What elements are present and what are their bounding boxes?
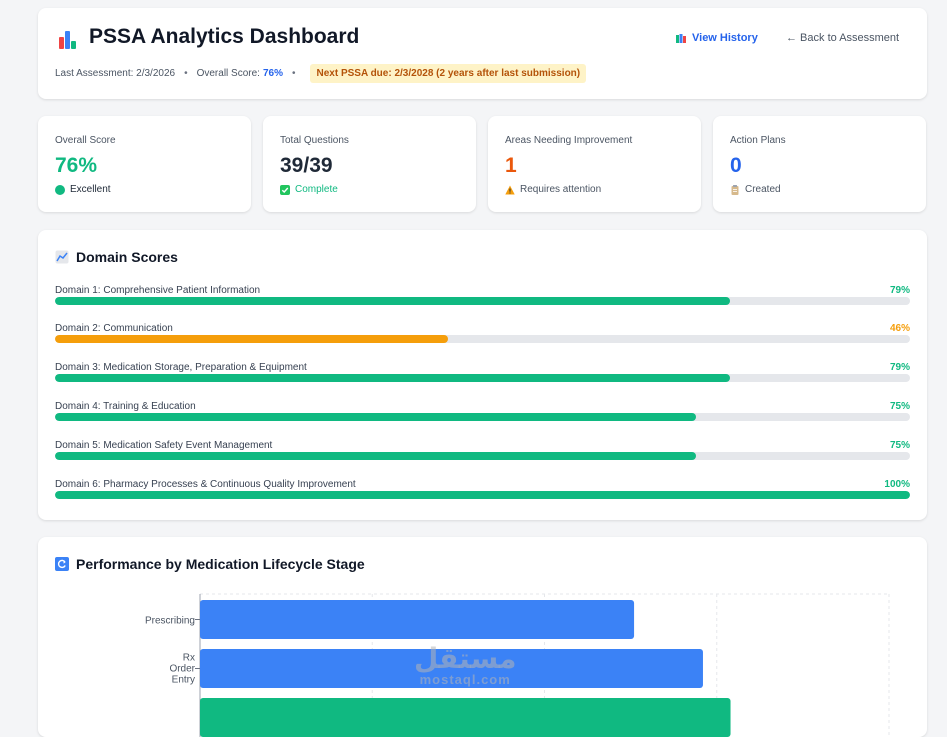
green-circle-icon [55,184,65,195]
domain-score-label: 75% [889,440,910,451]
domain-name: Domain 5: Medication Safety Event Manage… [55,440,273,451]
stat-card-total-questions: Total Questions 39/39 Complete [263,116,476,212]
domain-progress-track [55,297,910,305]
stat-sub: Complete [280,184,338,195]
stat-value: 0 [730,154,742,177]
domain-score-label: 100% [884,479,910,490]
overall-score-value: 76% [262,68,283,79]
domain-progress-track [55,374,910,382]
stat-label: Overall Score [55,135,116,146]
stat-label: Action Plans [730,135,786,146]
warning-icon [505,185,515,195]
stat-card-action-plans: Action Plans 0 Created [713,116,926,212]
y-tick-label: Prescribing [145,616,195,627]
watermark: مستقل mostaql.com [414,643,517,687]
chart-bar [200,600,635,639]
domain-score-label: 79% [889,362,910,373]
stat-sub-text: Excellent [70,184,111,195]
domain-score-label: 75% [889,401,910,412]
stat-sub: Created [730,184,781,195]
domain-progress-fill [55,297,731,305]
stat-sub-text: Requires attention [520,184,602,195]
domain-progress-track [55,491,910,499]
stat-card-areas-needing-improvement: Areas Needing Improvement 1 Requires att… [488,116,701,212]
refresh-icon [55,557,69,571]
stat-value: 39/39 [280,154,333,177]
clipboard-icon [730,184,740,195]
line-chart-icon [55,250,69,264]
stat-value: 76% [55,154,98,177]
dashboard-header: PSSA Analytics Dashboard Last Assessment… [38,8,927,99]
lifecycle-bar-chart: Prescribing Rx Order Entry [145,593,890,737]
domain-name: Domain 6: Pharmacy Processes & Continuou… [55,479,356,490]
view-history-label: View History [692,32,758,44]
lifecycle-performance-panel: Performance by Medication Lifecycle Stag… [38,537,927,737]
stat-value: 1 [505,154,517,177]
check-box-icon [280,184,290,195]
chart-bar [200,649,703,688]
last-assessment: Last Assessment: 2/3/2026 [55,68,176,79]
books-icon [676,33,687,43]
domain-score-label: 46% [889,323,910,334]
y-tick-label: Rx Order Entry [169,653,195,686]
view-history-link[interactable]: View History [676,32,758,44]
stat-label: Areas Needing Improvement [505,135,633,146]
stat-sub-text: Complete [295,184,338,195]
domain-name: Domain 2: Communication [55,323,173,334]
next-due-badge: Next PSSA due: 2/3/2028 (2 years after l… [310,64,587,83]
stat-sub: Excellent [55,184,111,195]
domain-name: Domain 3: Medication Storage, Preparatio… [55,362,307,373]
domain-progress-fill [55,335,449,343]
domain-progress-track [55,413,910,421]
page-title: PSSA Analytics Dashboard [89,25,360,48]
domain-progress-fill [55,491,910,499]
chart-grid [199,593,890,737]
bar-chart-icon [58,29,78,49]
domain-progress-track [55,452,910,460]
domain-progress-fill [55,413,697,421]
stat-sub: Requires attention [505,184,601,195]
domain-name: Domain 4: Training & Education [55,401,196,412]
back-to-assessment-link[interactable]: ← Back to Assessment [786,32,900,44]
domain-name: Domain 1: Comprehensive Patient Informat… [55,285,261,296]
stat-label: Total Questions [280,135,349,146]
lifecycle-title: Performance by Medication Lifecycle Stag… [55,556,365,572]
chart-bar [200,698,731,737]
overall-score-label: Overall Score: [196,68,260,79]
assessment-meta: Last Assessment: 2/3/2026 • Overall Scor… [55,64,587,83]
domain-progress-track [55,335,910,343]
domain-scores-panel: Domain Scores Domain 1: Comprehensive Pa… [38,230,927,520]
domain-progress-fill [55,374,731,382]
stat-card-overall-score: Overall Score 76% Excellent [38,116,251,212]
domain-progress-fill [55,452,697,460]
stat-sub-text: Created [745,184,781,195]
domain-scores-title: Domain Scores [55,249,178,265]
domain-score-label: 79% [889,285,910,296]
